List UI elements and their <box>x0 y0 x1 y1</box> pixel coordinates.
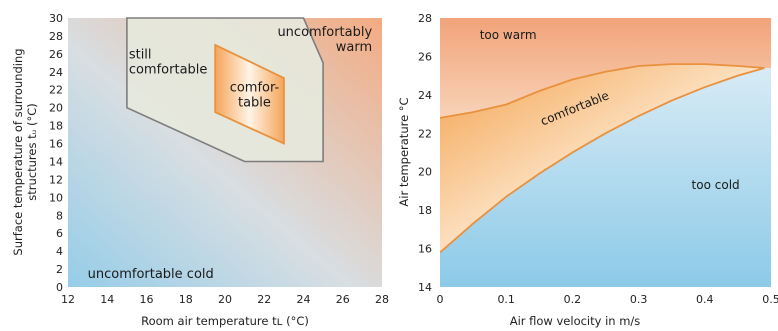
y-tick-label: 10 <box>49 191 63 204</box>
label-line: still <box>129 47 152 62</box>
x-tick-label: 26 <box>336 293 350 306</box>
x-tick-label: 24 <box>297 293 311 306</box>
right-y-ticks: 14 16 18 20 22 24 26 28 <box>418 12 432 294</box>
x-tick-label: 22 <box>257 293 271 306</box>
x-tick-label: 18 <box>179 293 193 306</box>
y-tick-label: 2 <box>56 263 63 276</box>
y-tick-label: 16 <box>49 138 63 151</box>
left-chart: still comfortable comfor-table uncomforta… <box>11 12 389 328</box>
left-y-axis-label-line1: Surface temperature of surrounding <box>11 48 25 255</box>
lower-boundary-line <box>440 67 765 254</box>
too-warm-label: too warm <box>480 28 537 42</box>
y-tick-label: 24 <box>49 66 63 79</box>
label-line: table <box>238 96 271 111</box>
y-tick-label: 18 <box>49 120 63 133</box>
y-tick-label: 22 <box>418 127 432 140</box>
y-tick-label: 18 <box>418 204 432 217</box>
x-tick-label: 0.5 <box>762 293 778 306</box>
right-y-axis-label: Air temperature °C <box>397 97 411 206</box>
comfortable-region <box>214 43 285 145</box>
label-line: uncomfortably <box>277 25 372 40</box>
x-tick-label: 28 <box>375 293 389 306</box>
y-tick-label: 28 <box>49 30 63 43</box>
y-tick-label: 22 <box>49 84 63 97</box>
label-line: warm <box>336 40 372 55</box>
right-x-ticks: 0 0.1 0.2 0.3 0.4 0.5 <box>437 293 778 306</box>
y-tick-label: 20 <box>418 166 432 179</box>
x-tick-label: 0.4 <box>696 293 714 306</box>
left-y-axis-label-line2: structures tᵤ (°C) <box>25 103 39 200</box>
comfortable-label: comfor-table <box>230 81 280 111</box>
uncomfortable-cold-label: uncomfortable cold <box>88 267 214 282</box>
y-tick-label: 30 <box>49 12 63 25</box>
y-tick-label: 6 <box>56 227 63 240</box>
y-tick-label: 4 <box>56 245 63 258</box>
y-tick-label: 0 <box>56 281 63 294</box>
x-tick-label: 12 <box>61 293 75 306</box>
y-tick-label: 12 <box>49 173 63 186</box>
too-warm-area <box>440 18 771 118</box>
too-cold-area <box>440 68 771 287</box>
x-tick-label: 0.3 <box>630 293 648 306</box>
x-tick-label: 14 <box>100 293 114 306</box>
x-tick-label: 20 <box>218 293 232 306</box>
too-cold-label: too cold <box>692 178 740 192</box>
y-tick-label: 16 <box>418 243 432 256</box>
label-line: comfor- <box>230 81 280 96</box>
y-tick-label: 14 <box>49 155 63 168</box>
y-tick-label: 26 <box>418 50 432 63</box>
y-tick-label: 20 <box>49 102 63 115</box>
left-x-ticks: 12 14 16 18 20 22 24 26 28 <box>61 293 389 306</box>
left-x-axis-label: Room air temperature tʟ (°C) <box>141 314 309 328</box>
comfortable-area <box>440 64 765 253</box>
right-x-axis-label: Air flow velocity in m/s <box>510 314 641 328</box>
x-tick-label: 0.2 <box>564 293 582 306</box>
x-tick-label: 0 <box>437 293 444 306</box>
y-tick-label: 8 <box>56 209 63 222</box>
y-tick-label: 14 <box>418 281 432 294</box>
label-line: comfortable <box>129 62 208 77</box>
y-tick-label: 26 <box>49 48 63 61</box>
still-comfortable-label: still comfortable <box>129 47 208 77</box>
right-chart: too warm comfortable too cold 0 0.1 0.2 0.3… <box>397 12 778 328</box>
uncomfortably-warm-label: uncomfortably warm <box>277 25 372 55</box>
x-tick-label: 16 <box>140 293 154 306</box>
x-tick-label: 0.1 <box>497 293 515 306</box>
upper-boundary-line <box>440 63 765 119</box>
label-line: uncomfortable cold <box>88 267 214 282</box>
y-tick-label: 28 <box>418 12 432 25</box>
y-tick-label: 24 <box>418 89 432 102</box>
